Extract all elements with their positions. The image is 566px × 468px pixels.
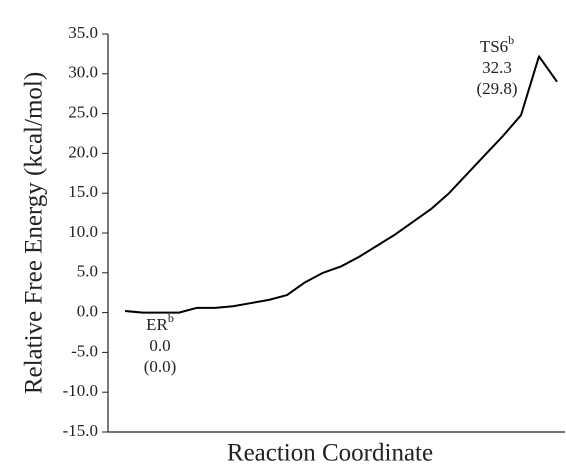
y-tick-label: 10.0	[68, 222, 98, 241]
y-tick-label: 15.0	[68, 182, 98, 201]
annotation-value: (0.0)	[144, 357, 177, 376]
annotation-name: TS6	[480, 37, 508, 56]
annotation-name: ER	[146, 315, 168, 334]
x-axis-label: Reaction Coordinate	[227, 440, 433, 467]
annotation-label: ERb	[146, 311, 174, 334]
annotation-superscript: b	[508, 33, 514, 47]
y-axis-label: Relative Free Energy (kcal/mol)	[21, 72, 48, 394]
annotation-superscript: b	[168, 311, 174, 325]
y-tick-label: 35.0	[68, 23, 98, 42]
y-tick-label: 0.0	[77, 302, 98, 321]
line	[124, 55, 558, 314]
y-tick-label: -5.0	[71, 341, 98, 360]
annotation-value: (29.8)	[476, 79, 517, 98]
annotation-value: 32.3	[482, 58, 512, 77]
y-tick-label: 20.0	[68, 142, 98, 161]
y-tick-label: -10.0	[63, 381, 98, 400]
y-tick-label: -15.0	[63, 421, 98, 440]
y-tick-label: 5.0	[77, 262, 98, 281]
annotation-label: TS6b	[480, 33, 514, 56]
y-tick-label: 25.0	[68, 103, 98, 122]
annotation-value: 0.0	[149, 336, 170, 355]
y-tick-label: 30.0	[68, 63, 98, 82]
